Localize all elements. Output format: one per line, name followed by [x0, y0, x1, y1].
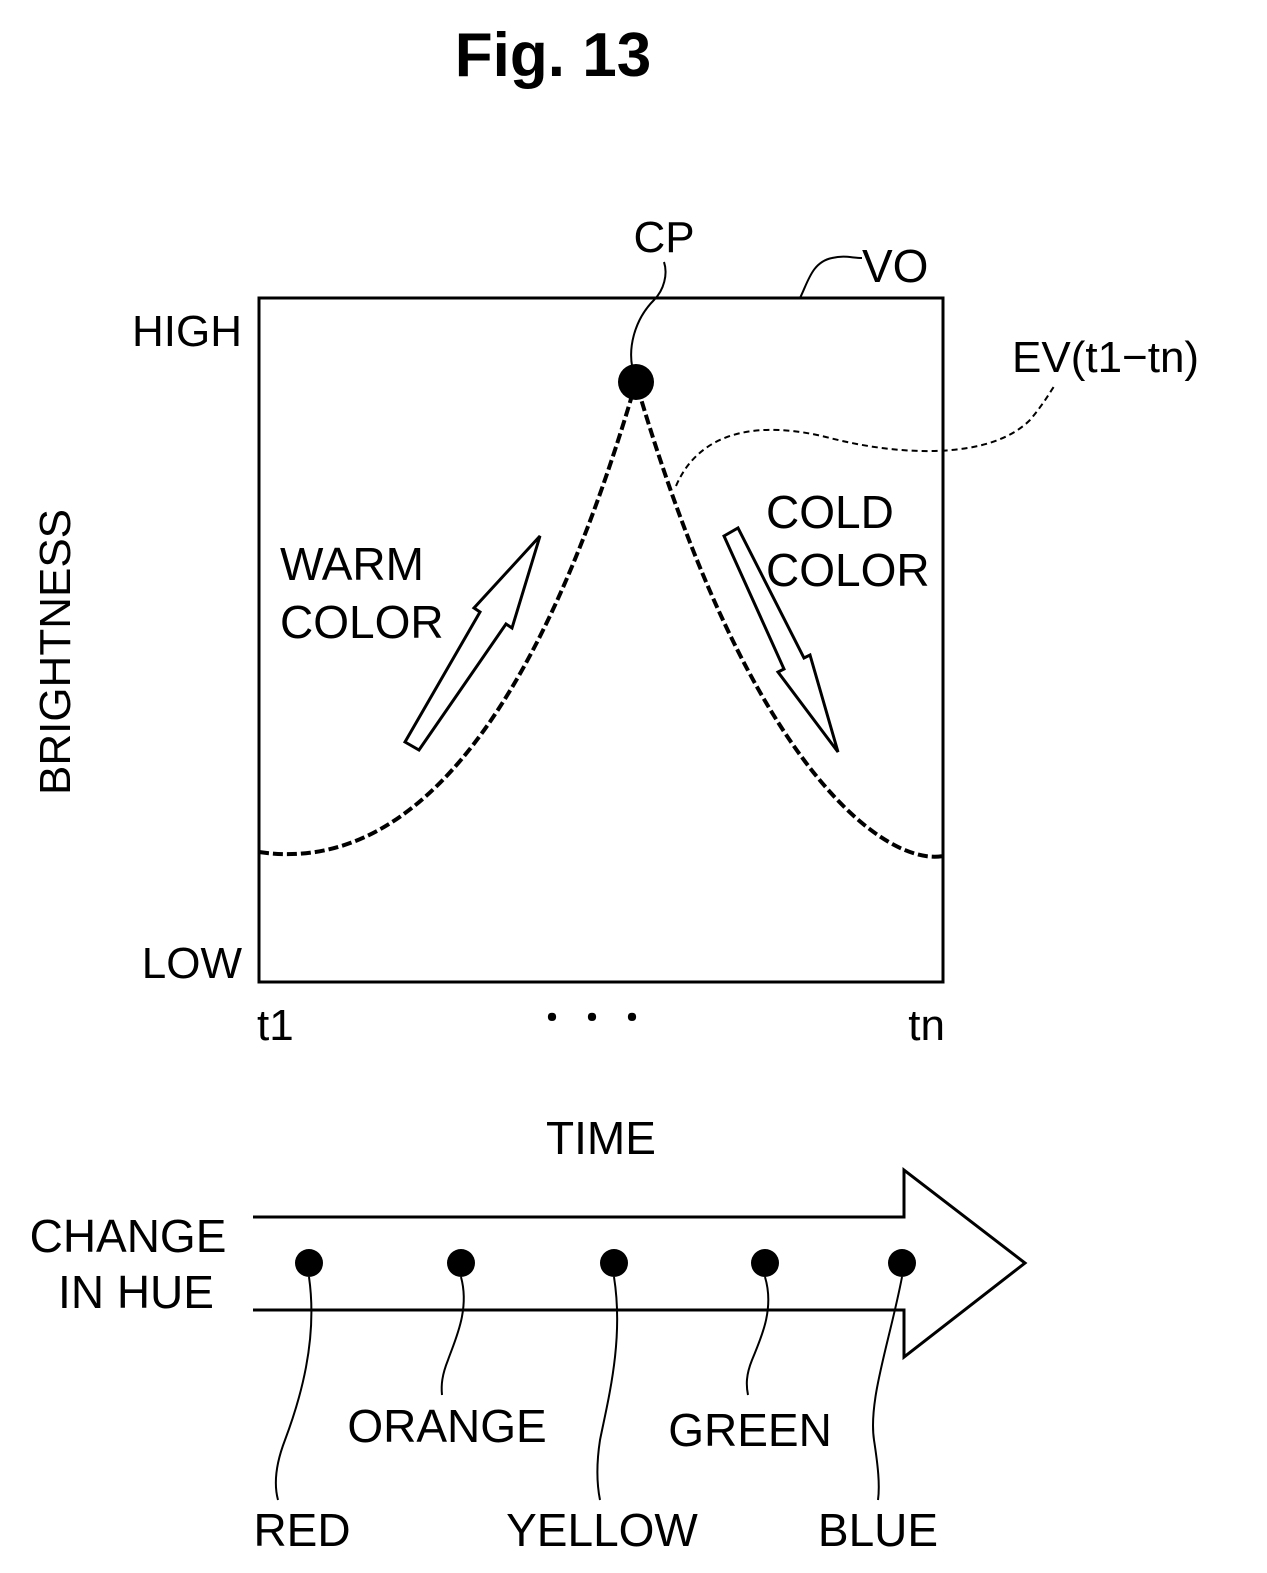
graph-frame	[257, 296, 945, 984]
hue-label-orange: ORANGE	[347, 1400, 546, 1452]
peak-point-cp	[618, 364, 654, 400]
cold-color-arrow	[722, 525, 840, 753]
warm-label-line1: WARM	[280, 538, 424, 590]
hue-label-yellow: YELLOW	[506, 1504, 698, 1556]
hue-label-green: GREEN	[668, 1404, 832, 1456]
hue-dot-red	[295, 1249, 323, 1277]
y-high-label: HIGH	[132, 307, 242, 356]
green-leader-line	[745, 1276, 770, 1396]
cold-label-line1: COLD	[766, 486, 894, 538]
curve-ref-label: EV(t1−tn)	[1012, 333, 1199, 382]
hue-label-blue: BLUE	[818, 1504, 938, 1556]
cold-label-line2: COLOR	[766, 544, 930, 596]
hue-label-line2: IN HUE	[58, 1266, 214, 1318]
vo-leader-line	[799, 255, 863, 299]
red-leader-line	[274, 1276, 313, 1501]
hue-label-red: RED	[253, 1504, 350, 1556]
x-start-label: t1	[257, 1001, 294, 1050]
figure-title: Fig. 13	[455, 21, 651, 90]
cp-leader-line	[630, 261, 667, 381]
x-ellipsis-label: ・・・	[535, 1000, 655, 1038]
orange-leader-line	[440, 1276, 465, 1396]
hue-label-line1: CHANGE	[30, 1210, 227, 1262]
blue-leader-line	[872, 1276, 903, 1501]
x-end-label: tn	[908, 1001, 945, 1050]
hue-dot-green	[751, 1249, 779, 1277]
warm-label-line2: COLOR	[280, 596, 444, 648]
x-axis-label: TIME	[546, 1112, 656, 1164]
peak-ref-label: CP	[633, 213, 694, 262]
frame-ref-label: VO	[862, 240, 928, 292]
hue-dot-blue	[888, 1249, 916, 1277]
y-low-label: LOW	[142, 939, 243, 988]
hue-dot-orange	[447, 1249, 475, 1277]
ev-leader-line	[675, 384, 1056, 487]
hue-change-arrow	[253, 1166, 1028, 1361]
y-axis-label: BRIGHTNESS	[31, 509, 80, 795]
warm-color-arrow	[402, 534, 542, 752]
yellow-leader-line	[596, 1276, 619, 1501]
hue-dot-yellow	[600, 1249, 628, 1277]
